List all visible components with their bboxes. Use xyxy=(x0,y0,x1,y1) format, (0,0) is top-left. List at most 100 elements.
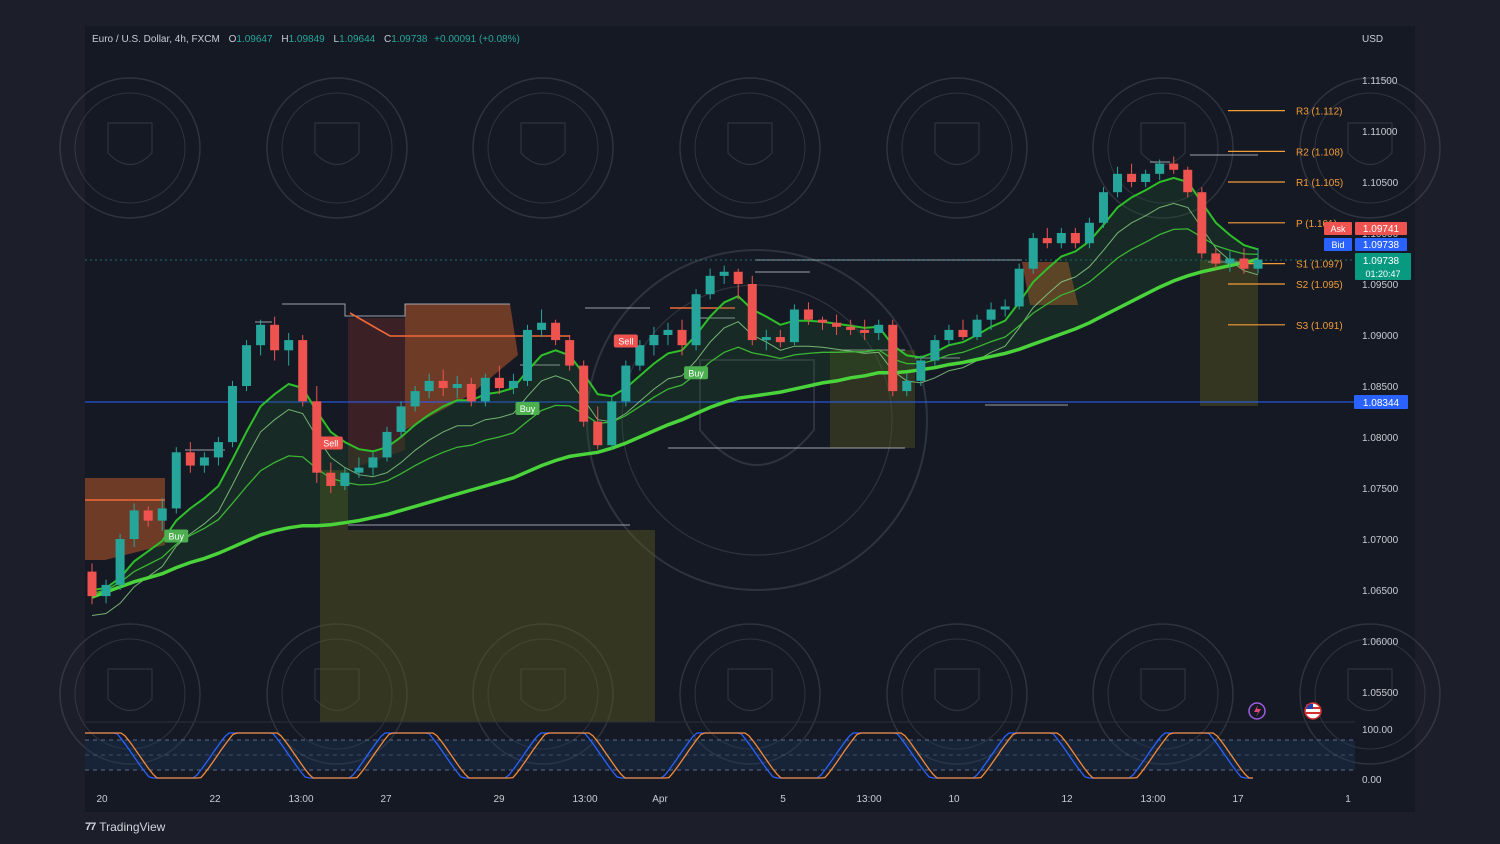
candle xyxy=(522,324,532,386)
candle xyxy=(691,289,701,351)
last-price-value: 1.09738 xyxy=(1363,256,1400,267)
candle xyxy=(565,335,575,371)
candle xyxy=(298,335,308,407)
svg-text:Sell: Sell xyxy=(323,439,338,449)
candle xyxy=(649,326,659,356)
watermark-seal xyxy=(1092,77,1234,219)
time-tick: Apr xyxy=(652,794,668,805)
candle xyxy=(916,355,926,386)
watermark-seal xyxy=(266,623,408,765)
watermark-seal xyxy=(886,623,1028,765)
candle xyxy=(1113,166,1123,198)
candle xyxy=(986,302,996,330)
candle xyxy=(1239,248,1249,274)
sell-signal-label: Sell xyxy=(318,436,343,450)
candle xyxy=(87,563,97,605)
candle xyxy=(789,304,799,346)
candle xyxy=(494,365,504,395)
watermark-seal xyxy=(1299,623,1441,765)
bar-countdown: 01:20:47 xyxy=(1365,269,1400,279)
candles xyxy=(87,156,1263,605)
pivot-levels: R3 (1.112) R2 (1.108) R1 (1.105) P (1.101) S… xyxy=(1228,107,1343,332)
candle xyxy=(972,314,982,341)
ohlc-low-value: 1.09644 xyxy=(339,34,376,45)
candle xyxy=(284,332,294,366)
ohlc-low-label: L xyxy=(334,34,340,45)
candle xyxy=(312,386,322,483)
candle xyxy=(705,268,715,300)
ohlc-open-label: O xyxy=(229,34,237,45)
candle xyxy=(1141,169,1151,188)
tradingview-logo-icon: 77 xyxy=(85,821,96,833)
pivot-label: S1 (1.097) xyxy=(1296,260,1343,271)
candle xyxy=(944,324,954,346)
candle xyxy=(832,314,842,335)
oscillator-pane[interactable]: 100.00 0.00 xyxy=(85,721,1393,786)
candle xyxy=(1183,166,1193,198)
candle xyxy=(1056,227,1066,249)
candle xyxy=(143,506,153,527)
candle xyxy=(256,319,266,356)
candle xyxy=(635,340,645,371)
branding-name: TradingView xyxy=(99,820,166,834)
us-flag-icon[interactable] xyxy=(1304,702,1322,720)
candle xyxy=(326,462,336,494)
stoch-d-line xyxy=(85,732,1253,779)
price-tick: 1.05500 xyxy=(1362,688,1399,699)
bid-tag-bg xyxy=(1324,238,1352,251)
watermark-seal xyxy=(266,77,408,219)
candle xyxy=(1098,187,1108,228)
watermark-seal xyxy=(59,77,201,219)
time-tick: 13:00 xyxy=(288,794,313,805)
buy-signal-label: Buy xyxy=(684,366,709,380)
demand-zones xyxy=(320,260,1258,722)
pivot-label: S3 (1.091) xyxy=(1296,321,1343,332)
candle xyxy=(171,447,181,514)
resistance-line xyxy=(85,307,735,501)
time-tick: 13:00 xyxy=(572,794,597,805)
time-tick: 5 xyxy=(780,794,786,805)
time-tick: 27 xyxy=(380,794,392,805)
candle xyxy=(424,373,434,399)
candle xyxy=(846,319,856,335)
watermark-layer xyxy=(59,77,1441,765)
price-axis[interactable]: 1.115001.110001.105001.100001.095001.090… xyxy=(1362,76,1399,699)
svg-text:Buy: Buy xyxy=(688,368,704,378)
candle xyxy=(902,373,912,397)
candle xyxy=(537,309,547,338)
candle xyxy=(1253,248,1263,274)
candle xyxy=(719,265,729,284)
price-tick: 1.09000 xyxy=(1362,331,1399,342)
trailing-stop-line xyxy=(91,202,1259,616)
time-tick: 17 xyxy=(1232,794,1244,805)
candle xyxy=(621,360,631,407)
watermark-seal xyxy=(679,623,821,765)
ohlc-high-value: 1.09849 xyxy=(289,34,326,45)
price-tick: 1.06500 xyxy=(1362,586,1399,597)
candle xyxy=(382,426,392,462)
candle xyxy=(410,386,420,412)
candle xyxy=(818,316,828,330)
ohlc-change: +0.00091 (+0.08%) xyxy=(434,34,520,45)
svg-text:Euro / U.S. Dollar, 4h, FXCM: Euro / U.S. Dollar, 4h, FXCM O1.09647 H1… xyxy=(92,34,520,45)
candle xyxy=(1197,187,1207,259)
quote-badges: Ask 1.09741 Bid 1.09738 1.09738 01:20:47… xyxy=(1324,222,1411,409)
candle xyxy=(368,452,378,476)
candle xyxy=(213,437,223,466)
candle xyxy=(199,452,209,473)
watermark-seal xyxy=(472,77,614,219)
moving-averages xyxy=(91,176,1259,616)
time-tick: 1 xyxy=(1345,794,1351,805)
time-axis[interactable]: 20 22 13:00 27 29 13:00 Apr 5 13:00 10 12 13:00 17 1 xyxy=(96,794,1351,805)
candle xyxy=(1000,299,1010,317)
watermark-seal xyxy=(59,623,201,765)
time-tick: 22 xyxy=(209,794,221,805)
lightning-icon[interactable] xyxy=(1248,702,1266,720)
candle xyxy=(1014,263,1024,310)
chart-frame xyxy=(85,26,1415,812)
candle xyxy=(677,319,687,356)
candle xyxy=(466,377,476,407)
hline-value: 1.08344 xyxy=(1363,398,1400,409)
candle xyxy=(508,373,518,395)
